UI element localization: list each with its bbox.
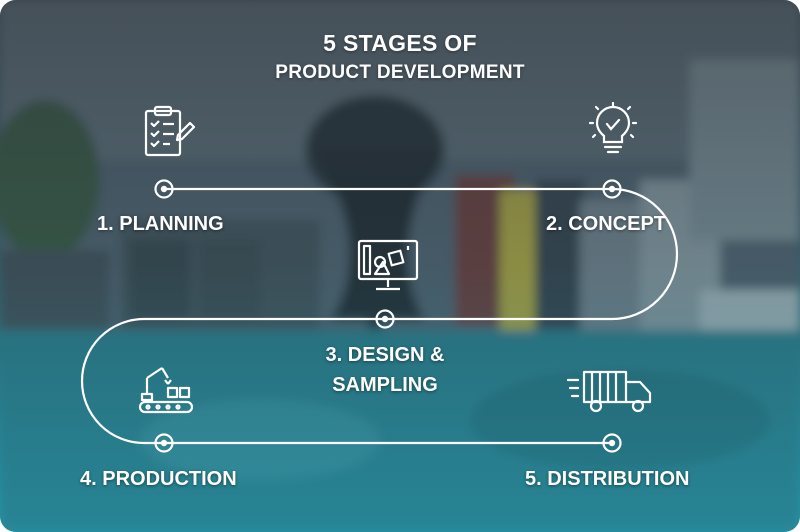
- node-distribution: [602, 433, 622, 453]
- stage-label-distribution: 5. DISTRIBUTION: [525, 468, 690, 490]
- stage-label-design-line-2: SAMPLING: [332, 374, 438, 396]
- node-planning: [154, 179, 174, 199]
- stage-label-planning: 1. PLANNING: [97, 213, 224, 235]
- node-concept: [602, 179, 622, 199]
- lightbulb-icon: [588, 102, 638, 154]
- delivery-truck-icon: [566, 370, 652, 413]
- node-design: [375, 309, 395, 329]
- connector-line: [80, 187, 679, 445]
- stage-label-production: 4. PRODUCTION: [80, 468, 237, 490]
- node-production: [154, 433, 174, 453]
- title-line-2: PRODUCT DEVELOPMENT: [275, 62, 525, 83]
- stage-label-design-line-1: 3. DESIGN &: [325, 344, 445, 366]
- design-monitor-icon: [357, 239, 419, 291]
- stage-label-concept: 2. CONCEPT: [546, 213, 667, 235]
- stage-label-design: 3. DESIGN & SAMPLING: [300, 340, 470, 400]
- robotic-arm-conveyor-icon: [138, 367, 194, 414]
- title-line-1: 5 STAGES OF: [323, 30, 477, 56]
- clipboard-checklist-icon: [144, 105, 196, 157]
